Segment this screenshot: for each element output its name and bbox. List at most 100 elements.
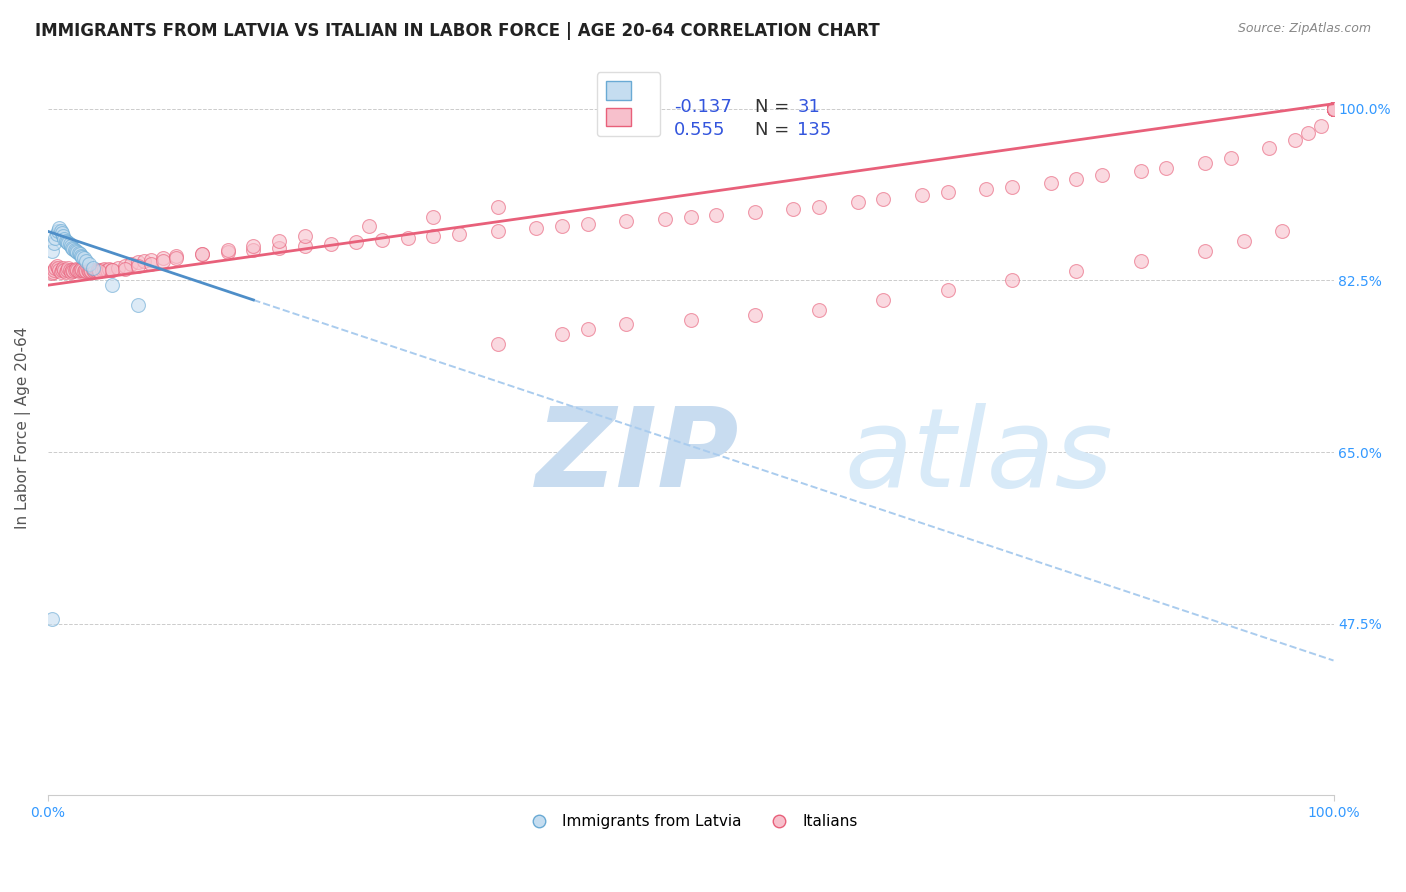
Point: [1309, 120, 1331, 134]
Point: [486, 200, 509, 214]
Text: 135: 135: [797, 120, 832, 138]
Point: [58, 260, 80, 275]
Point: [1066, 172, 1088, 186]
Point: [782, 202, 804, 216]
Point: [576, 322, 599, 336]
Text: Source: ZipAtlas.com: Source: ZipAtlas.com: [1237, 22, 1371, 36]
Point: [56, 262, 79, 277]
Point: [744, 204, 766, 219]
Point: [127, 254, 149, 268]
Point: [1322, 102, 1344, 116]
Point: [82, 260, 104, 275]
Point: [936, 283, 959, 297]
Point: [96, 262, 118, 277]
Text: atlas: atlas: [845, 403, 1114, 510]
Point: [524, 221, 547, 235]
Point: [59, 239, 82, 253]
Point: [371, 233, 394, 247]
Point: [41, 267, 63, 281]
Point: [55, 264, 77, 278]
Point: [1322, 102, 1344, 116]
Point: [551, 327, 574, 342]
Point: [51, 226, 73, 240]
Point: [46, 260, 69, 275]
Point: [51, 262, 73, 277]
Point: [576, 218, 599, 232]
Point: [269, 241, 291, 255]
Point: [45, 227, 67, 242]
Point: [486, 337, 509, 351]
Point: [614, 214, 637, 228]
Point: [42, 235, 65, 250]
Point: [83, 263, 105, 277]
Point: [976, 182, 998, 196]
Point: [49, 264, 72, 278]
Point: [127, 298, 149, 312]
Point: [294, 239, 316, 253]
Point: [165, 249, 187, 263]
Point: [1322, 102, 1344, 116]
Point: [1322, 102, 1344, 116]
Point: [1284, 133, 1306, 147]
Legend: Immigrants from Latvia, Italians: Immigrants from Latvia, Italians: [517, 808, 863, 836]
Point: [242, 243, 264, 257]
Point: [87, 263, 110, 277]
Point: [73, 251, 96, 265]
Point: [73, 262, 96, 277]
Point: [654, 211, 676, 226]
Point: [66, 244, 89, 259]
Point: [217, 244, 239, 259]
Point: [70, 261, 93, 276]
Point: [53, 232, 76, 246]
Text: IMMIGRANTS FROM LATVIA VS ITALIAN IN LABOR FORCE | AGE 20-64 CORRELATION CHART: IMMIGRANTS FROM LATVIA VS ITALIAN IN LAB…: [35, 22, 880, 40]
Point: [45, 259, 67, 273]
Point: [1322, 102, 1344, 116]
Point: [217, 243, 239, 257]
Point: [70, 249, 93, 263]
Point: [165, 251, 187, 265]
Point: [52, 260, 75, 275]
Point: [1194, 244, 1216, 258]
Point: [101, 262, 124, 277]
Point: [77, 263, 100, 277]
Point: [65, 244, 87, 258]
Point: [1258, 141, 1281, 155]
Point: [1322, 102, 1344, 116]
Point: [58, 237, 80, 252]
Text: -0.137: -0.137: [673, 98, 731, 117]
Point: [1322, 102, 1344, 116]
Point: [486, 224, 509, 238]
Point: [344, 235, 367, 249]
Point: [744, 308, 766, 322]
Point: [1322, 102, 1344, 116]
Point: [704, 208, 727, 222]
Point: [1066, 263, 1088, 277]
Point: [42, 264, 65, 278]
Point: [1129, 253, 1152, 268]
Point: [936, 185, 959, 199]
Point: [1271, 224, 1294, 238]
Point: [67, 245, 90, 260]
Point: [120, 257, 142, 271]
Point: [63, 243, 86, 257]
Point: [58, 235, 80, 250]
Point: [72, 262, 94, 277]
Point: [1322, 102, 1344, 116]
Point: [56, 235, 79, 249]
Point: [46, 224, 69, 238]
Point: [808, 200, 831, 214]
Point: [44, 231, 66, 245]
Point: [69, 247, 91, 261]
Point: [1232, 234, 1254, 248]
Point: [1322, 102, 1344, 116]
Point: [191, 247, 214, 261]
Point: [49, 224, 72, 238]
Point: [679, 312, 702, 326]
Point: [422, 229, 444, 244]
Point: [93, 261, 115, 276]
Point: [152, 251, 174, 265]
Point: [1322, 102, 1344, 116]
Point: [319, 237, 342, 252]
Point: [132, 253, 155, 268]
Point: [269, 234, 291, 248]
